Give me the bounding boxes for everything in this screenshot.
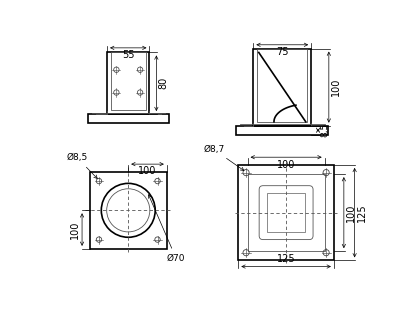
Text: Ø8,5: Ø8,5 bbox=[67, 154, 97, 179]
Bar bbox=[111, 53, 145, 110]
Text: 100: 100 bbox=[138, 167, 156, 176]
Bar bbox=[87, 114, 168, 123]
Text: Ø8,7: Ø8,7 bbox=[203, 145, 243, 171]
Bar bbox=[257, 49, 306, 122]
Text: Ø70: Ø70 bbox=[148, 195, 185, 263]
Text: 100: 100 bbox=[345, 203, 355, 222]
Bar bbox=[107, 53, 149, 114]
Text: 8,5: 8,5 bbox=[320, 123, 328, 138]
Text: 125: 125 bbox=[356, 203, 366, 222]
Text: 100: 100 bbox=[276, 159, 295, 170]
Text: 125: 125 bbox=[276, 254, 295, 264]
Text: 55: 55 bbox=[122, 50, 134, 60]
Text: 100: 100 bbox=[330, 78, 340, 96]
Bar bbox=[247, 174, 324, 251]
Bar bbox=[253, 49, 310, 126]
Bar bbox=[235, 126, 328, 135]
Text: 80: 80 bbox=[158, 77, 168, 89]
Text: 75: 75 bbox=[275, 47, 288, 57]
Text: 100: 100 bbox=[69, 220, 79, 239]
Bar bbox=[238, 165, 333, 260]
Bar bbox=[266, 193, 305, 232]
Bar bbox=[89, 172, 166, 249]
